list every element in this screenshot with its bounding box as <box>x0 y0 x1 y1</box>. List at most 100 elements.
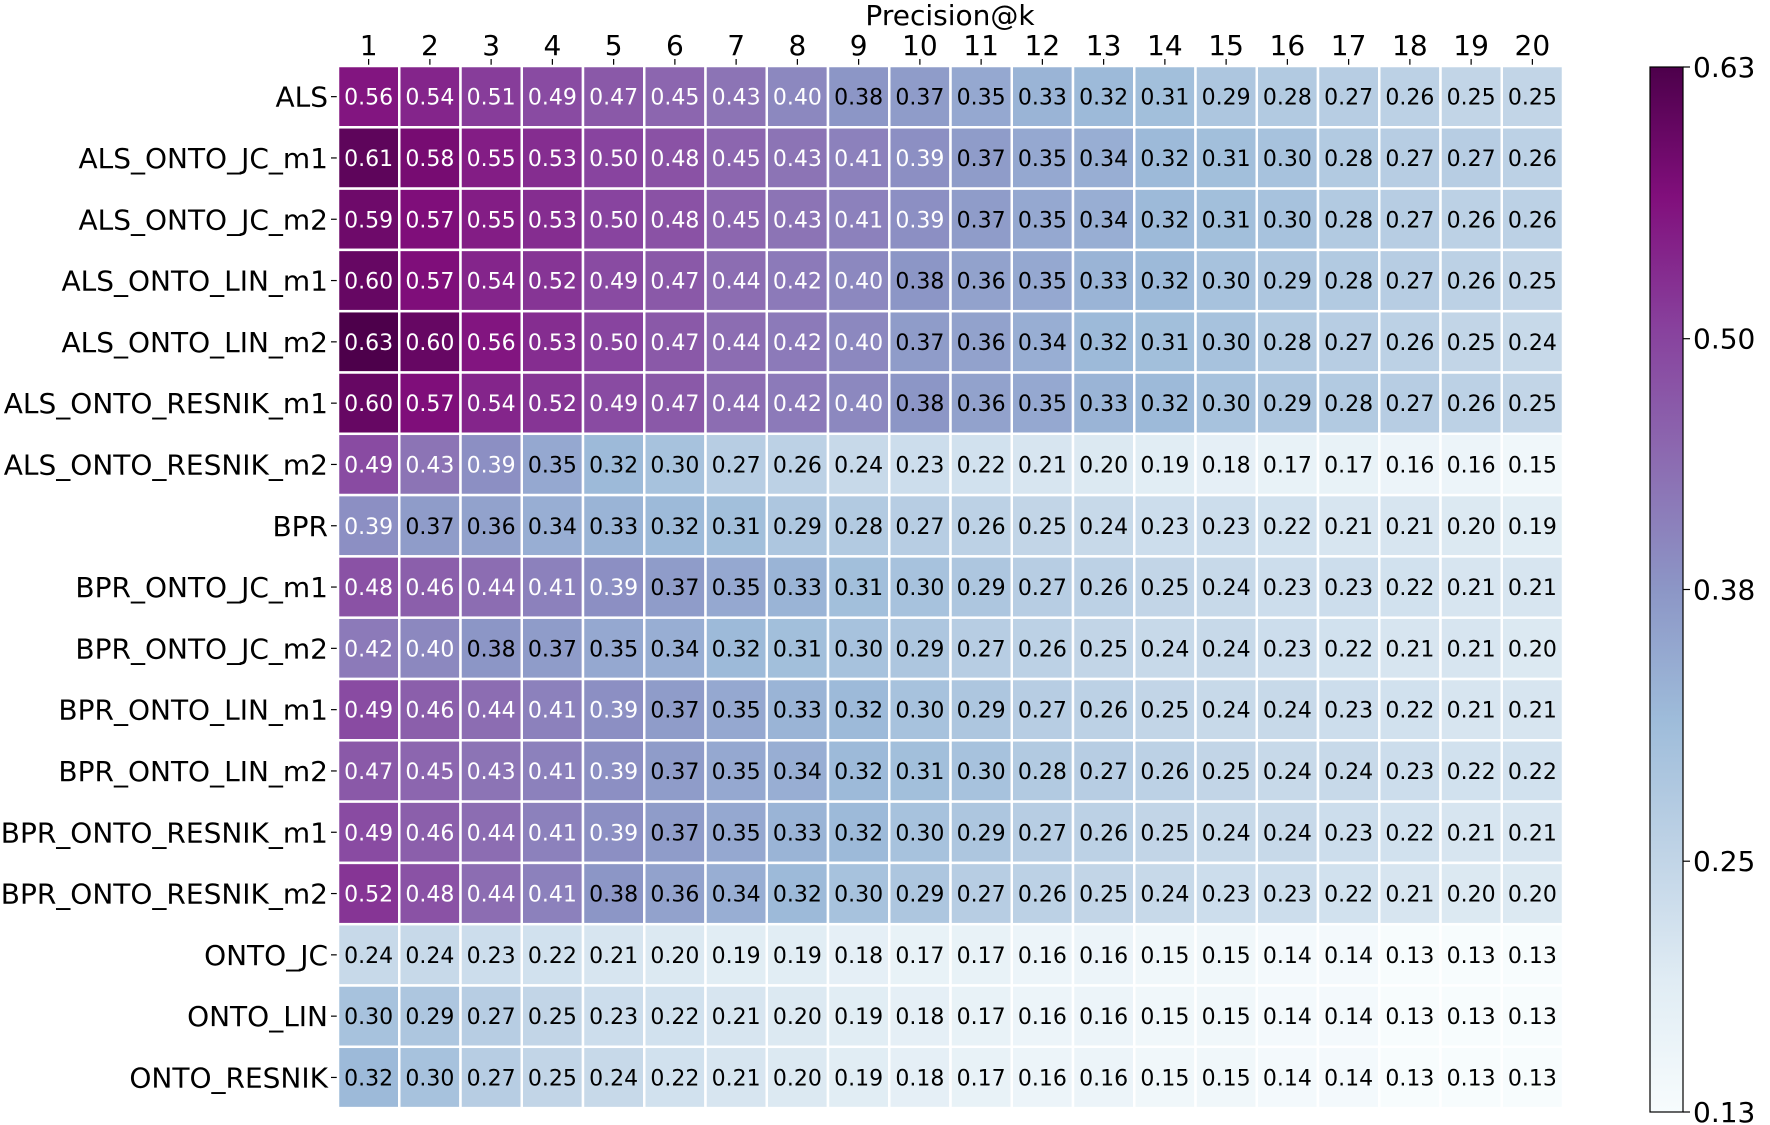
cell-value-label: 0.28 <box>1263 86 1312 111</box>
heatmap-cell <box>1133 555 1197 619</box>
heatmap-cell <box>1010 493 1075 558</box>
cell-value-label: 0.22 <box>1447 760 1496 785</box>
heatmap-cell <box>826 126 891 190</box>
heatmap-cell <box>520 677 585 742</box>
heatmap-cell <box>1500 309 1565 374</box>
cell-value-label: 0.21 <box>1508 699 1557 724</box>
cell-value-label: 0.47 <box>344 760 393 785</box>
colorbar-tick-label: 0.50 <box>1693 323 1755 356</box>
cell-value-label: 0.52 <box>344 883 393 908</box>
cell-value-label: 0.32 <box>1140 147 1189 172</box>
cell-value-label: 0.24 <box>834 453 883 478</box>
heatmap-cell <box>1133 187 1197 252</box>
y-tick-label: ALS_ONTO_RESNIK_m2 <box>4 448 328 481</box>
x-tick-label: 2 <box>421 29 439 62</box>
cell-value-label: 0.41 <box>528 760 577 785</box>
heatmap-cell <box>1500 739 1565 803</box>
cell-value-label: 0.21 <box>1508 821 1557 846</box>
colorbar-tick-label: 0.63 <box>1693 51 1755 84</box>
cell-value-label: 0.22 <box>1263 515 1312 540</box>
heatmap-cell <box>888 922 952 987</box>
cell-value-label: 0.60 <box>405 331 454 356</box>
heatmap-cell <box>949 126 1013 190</box>
cell-value-label: 0.29 <box>405 1005 454 1030</box>
cell-value-label: 0.21 <box>1324 515 1373 540</box>
heatmap-cell <box>581 64 646 129</box>
cell-value-label: 0.25 <box>1140 821 1189 846</box>
heatmap-cell <box>398 1045 462 1110</box>
cell-value-label: 0.38 <box>467 637 516 662</box>
cell-value-label: 0.20 <box>773 1005 822 1030</box>
cell-value-label: 0.28 <box>1324 392 1373 417</box>
cell-value-label: 0.35 <box>1018 392 1067 417</box>
cell-value-label: 0.37 <box>405 515 454 540</box>
heatmap-cell <box>581 187 646 252</box>
heatmap-cell <box>1378 1045 1442 1110</box>
cell-value-label: 0.24 <box>1140 637 1189 662</box>
cell-value-label: 0.47 <box>650 270 699 295</box>
cell-value-label: 0.49 <box>344 821 393 846</box>
cell-value-label: 0.40 <box>834 270 883 295</box>
cell-value-label: 0.36 <box>467 515 516 540</box>
heatmap-cell <box>520 922 585 987</box>
cell-value-label: 0.30 <box>1202 270 1251 295</box>
cell-value-label: 0.57 <box>405 270 454 295</box>
cell-value-label: 0.20 <box>1447 515 1496 540</box>
heatmap-cell <box>1255 984 1320 1049</box>
cell-value-label: 0.22 <box>1324 883 1373 908</box>
cell-value-label: 0.21 <box>1447 699 1496 724</box>
heatmap-cell <box>888 432 952 497</box>
heatmap-cell <box>1500 984 1565 1049</box>
cell-value-label: 0.36 <box>650 883 699 908</box>
cell-value-label: 0.21 <box>1508 576 1557 601</box>
cell-value-label: 0.37 <box>650 699 699 724</box>
x-tick-label: 18 <box>1392 29 1428 62</box>
y-tick-label: ONTO_JC <box>204 939 328 972</box>
cell-value-label: 0.39 <box>589 821 638 846</box>
cell-value-label: 0.25 <box>528 1066 577 1091</box>
heatmap-cell <box>1500 187 1565 252</box>
x-tick-label: 12 <box>1025 29 1061 62</box>
heatmap-cell <box>1133 248 1197 313</box>
heatmap-cell <box>1010 371 1075 436</box>
heatmap-cell <box>520 1045 585 1110</box>
heatmap-cell <box>1378 64 1442 129</box>
cell-value-label: 0.20 <box>773 1066 822 1091</box>
heatmap-cell <box>581 616 646 681</box>
cell-value-label: 0.13 <box>1447 944 1496 969</box>
cell-value-label: 0.29 <box>1202 86 1251 111</box>
cell-value-label: 0.35 <box>1018 147 1067 172</box>
heatmap-cell <box>826 1045 891 1110</box>
cell-value-label: 0.23 <box>589 1005 638 1030</box>
cell-value-label: 0.22 <box>1385 576 1434 601</box>
x-tick-label: 20 <box>1515 29 1551 62</box>
cell-value-label: 0.41 <box>834 147 883 172</box>
cell-value-label: 0.33 <box>1079 270 1128 295</box>
heatmap-cell <box>1439 1045 1503 1110</box>
cell-value-label: 0.27 <box>1385 147 1434 172</box>
heatmap-cell <box>643 616 707 681</box>
cell-value-label: 0.24 <box>1202 576 1251 601</box>
cell-value-label: 0.33 <box>773 821 822 846</box>
cell-value-label: 0.59 <box>344 208 393 233</box>
y-tick-label: BPR_ONTO_RESNIK_m1 <box>1 816 328 849</box>
cell-value-label: 0.18 <box>895 1066 944 1091</box>
heatmap-cell <box>1378 126 1442 190</box>
cell-value-label: 0.25 <box>1508 86 1557 111</box>
cell-value-label: 0.41 <box>528 821 577 846</box>
cell-value-label: 0.22 <box>1324 637 1373 662</box>
cell-value-label: 0.32 <box>589 453 638 478</box>
cell-value-label: 0.21 <box>1447 821 1496 846</box>
cell-value-label: 0.33 <box>1079 392 1128 417</box>
heatmap-cell <box>1194 861 1258 926</box>
heatmap-cell <box>1255 64 1320 129</box>
cell-value-label: 0.39 <box>895 208 944 233</box>
cell-value-label: 0.40 <box>834 331 883 356</box>
cell-value-label: 0.35 <box>712 699 761 724</box>
cell-value-label: 0.19 <box>1508 515 1557 540</box>
cell-value-label: 0.49 <box>589 392 638 417</box>
cell-value-label: 0.39 <box>589 576 638 601</box>
cell-value-label: 0.30 <box>1202 392 1251 417</box>
cell-value-label: 0.33 <box>773 699 822 724</box>
cell-value-label: 0.30 <box>957 760 1006 785</box>
